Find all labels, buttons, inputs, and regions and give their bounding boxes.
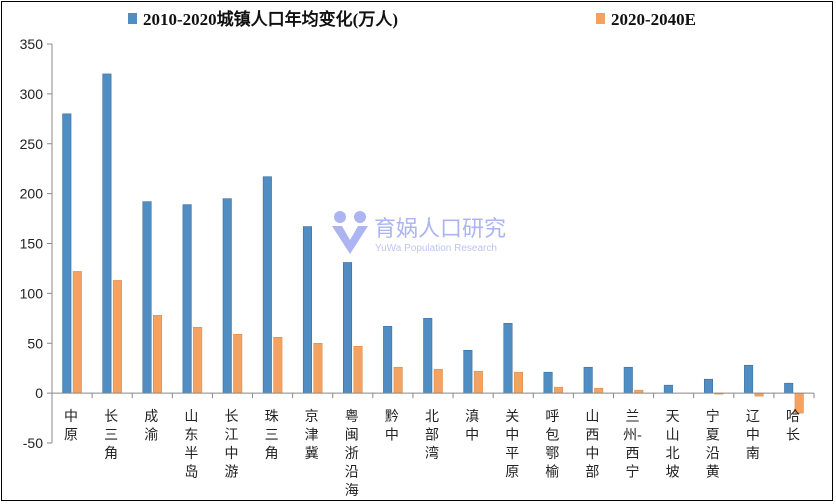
legend-label-series-2: 2020-2040E (611, 10, 696, 29)
category-label: 辽中南 (746, 409, 760, 462)
y-tick-label: 50 (27, 335, 43, 351)
bar-series-1 (302, 226, 312, 394)
bar-series-1 (663, 384, 673, 394)
category-label: 成渝 (144, 409, 158, 444)
bar-series-1 (703, 378, 713, 394)
legend: 2010-2020城镇人口年均变化(万人) 2020-2040E (128, 9, 696, 29)
category-label: 中原 (64, 409, 78, 444)
bar-series-2 (273, 337, 283, 394)
bar-series-2 (153, 315, 163, 394)
bar-series-1 (583, 366, 593, 394)
bar-series-1 (784, 382, 794, 394)
y-tick-label: 350 (20, 36, 44, 52)
category-label: 珠三角 (265, 409, 279, 462)
category-label: 黔中 (385, 409, 399, 444)
bar-series-1 (463, 349, 473, 394)
y-tick-label: 200 (20, 186, 44, 202)
bar-series-2 (433, 368, 443, 394)
category-label: 粤闽浙沿海 (345, 409, 359, 499)
bar-series-2 (554, 386, 564, 394)
bar-series-1 (543, 371, 553, 394)
bar-series-2 (193, 327, 203, 394)
watermark: 育娲人口研究 YuWa Population Research (332, 211, 506, 254)
category-label: 长江中游 (224, 409, 238, 481)
bar-series-2 (393, 366, 403, 394)
y-axis: -50 0 50 100 150 200 250 300 350 (20, 36, 53, 451)
category-label: 北部湾 (425, 409, 439, 462)
category-label: 山东半岛 (184, 409, 198, 481)
bars (62, 73, 804, 414)
bar-series-1 (262, 176, 272, 394)
y-tick-label: 250 (20, 136, 44, 152)
legend-label-series-1: 2010-2020城镇人口年均变化(万人) (143, 9, 398, 29)
bar-series-1 (222, 198, 232, 394)
bar-series-2 (313, 343, 323, 394)
legend-swatch-series-1 (128, 13, 137, 24)
category-label: 呼包鄂榆 (545, 409, 559, 481)
bar-series-1 (343, 262, 353, 394)
bar-series-1 (102, 73, 112, 394)
x-axis (51, 392, 815, 399)
category-label: 兰州-西宁 (623, 409, 642, 481)
bar-series-2 (353, 345, 363, 394)
y-tick-label: -50 (23, 435, 43, 451)
y-tick-label: 150 (20, 236, 44, 252)
category-label: 长三角 (104, 409, 118, 462)
category-label: 宁夏沿黄 (706, 408, 720, 481)
y-tick-label: 100 (20, 285, 44, 301)
legend-swatch-series-2 (596, 13, 605, 24)
category-labels: 中原 长三角 成渝 山东半岛 长江中游 珠三角 京津冀 粤闽浙沿海 黔中 北部湾 滇中 关中平原 呼包鄂… (64, 408, 800, 499)
watermark-subtitle: YuWa Population Research (375, 243, 497, 254)
bar-series-2 (473, 370, 483, 394)
category-label: 天山北坡 (666, 409, 680, 481)
bar-series-1 (182, 204, 192, 394)
bar-series-1 (142, 201, 152, 394)
bar-series-2 (112, 280, 122, 394)
bar-series-2 (233, 334, 243, 394)
yuwa-logo-icon (332, 211, 368, 254)
y-tick-label: 300 (20, 86, 44, 102)
watermark-title: 育娲人口研究 (374, 217, 506, 242)
category-label: 滇中 (465, 409, 479, 444)
category-label: 京津冀 (305, 409, 319, 462)
bar-series-1 (383, 326, 393, 394)
bar-series-2 (72, 271, 82, 394)
bar-series-1 (623, 366, 633, 394)
category-label: 哈长 (786, 409, 800, 444)
bar-series-2 (594, 387, 604, 394)
bar-series-1 (503, 323, 513, 394)
bar-series-1 (423, 318, 433, 394)
bar-series-1 (62, 113, 72, 394)
bar-series-2 (513, 371, 523, 394)
bar-series-1 (744, 364, 754, 394)
category-label: 关中平原 (505, 409, 519, 481)
y-tick-label: 0 (35, 385, 43, 401)
category-label: 山西中部 (585, 409, 599, 481)
